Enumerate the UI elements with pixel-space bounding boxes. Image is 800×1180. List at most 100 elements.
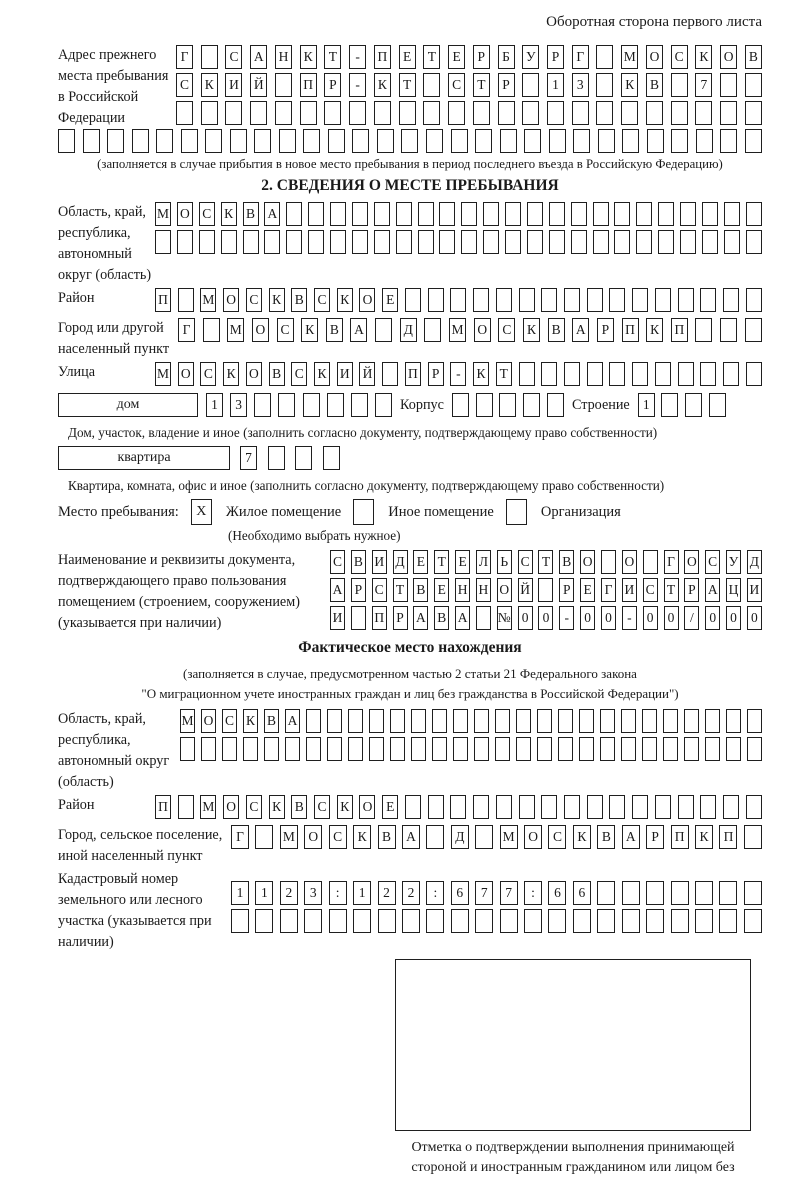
char-box[interactable] <box>376 129 394 153</box>
char-box[interactable] <box>461 230 478 254</box>
char-box[interactable] <box>654 288 671 312</box>
char-box[interactable]: К <box>373 73 391 97</box>
char-box[interactable]: К <box>299 45 317 69</box>
char-box[interactable]: 6 <box>450 881 469 905</box>
char-box[interactable] <box>299 101 317 125</box>
char-box[interactable]: Н <box>455 578 471 602</box>
char-box[interactable] <box>351 230 368 254</box>
char-box[interactable] <box>398 101 416 125</box>
char-box[interactable] <box>586 362 603 386</box>
char-box[interactable]: О <box>223 288 240 312</box>
char-box[interactable]: К <box>522 318 540 342</box>
char-box[interactable] <box>156 129 174 153</box>
char-box[interactable]: Й <box>250 73 268 97</box>
char-box[interactable] <box>684 709 699 733</box>
char-box[interactable]: С <box>291 362 308 386</box>
char-box[interactable]: 2 <box>377 881 396 905</box>
char-box[interactable] <box>322 446 340 470</box>
char-box[interactable]: О <box>580 550 596 574</box>
char-box[interactable] <box>670 909 689 933</box>
char-box[interactable] <box>308 230 325 254</box>
char-box[interactable] <box>176 230 193 254</box>
char-box[interactable] <box>404 288 421 312</box>
char-box[interactable] <box>579 709 594 733</box>
char-box[interactable] <box>432 737 447 761</box>
char-box[interactable] <box>722 288 739 312</box>
char-box[interactable]: Р <box>559 578 575 602</box>
char-box[interactable] <box>632 362 649 386</box>
char-box[interactable] <box>684 737 699 761</box>
char-box[interactable]: В <box>377 825 396 849</box>
char-box[interactable]: А <box>264 202 281 226</box>
char-box[interactable] <box>726 709 741 733</box>
char-box[interactable]: 2 <box>279 881 298 905</box>
char-box[interactable] <box>495 709 510 733</box>
char-box[interactable]: М <box>155 362 171 386</box>
char-box[interactable] <box>720 73 738 97</box>
char-box[interactable]: Г <box>231 825 249 849</box>
char-box[interactable]: С <box>314 288 331 312</box>
char-box[interactable] <box>242 230 259 254</box>
char-box[interactable] <box>411 737 426 761</box>
char-box[interactable]: 2 <box>401 881 420 905</box>
char-box[interactable]: О <box>720 45 738 69</box>
char-box[interactable] <box>427 288 444 312</box>
char-box[interactable] <box>663 709 678 733</box>
char-box[interactable] <box>723 230 740 254</box>
char-box[interactable]: Ц <box>726 578 742 602</box>
char-box[interactable]: К <box>243 709 258 733</box>
char-box[interactable]: О <box>359 795 376 819</box>
char-box[interactable] <box>475 129 493 153</box>
char-box[interactable] <box>350 606 366 630</box>
char-box[interactable]: К <box>223 362 240 386</box>
char-box[interactable] <box>451 393 469 417</box>
char-box[interactable] <box>745 362 762 386</box>
char-box[interactable] <box>646 129 664 153</box>
char-box[interactable]: Р <box>547 45 565 69</box>
char-box[interactable]: У <box>726 550 742 574</box>
char-box[interactable]: О <box>177 362 194 386</box>
char-box[interactable]: 3 <box>571 73 589 97</box>
char-box[interactable] <box>302 393 320 417</box>
char-box[interactable] <box>285 737 300 761</box>
char-box[interactable] <box>695 318 713 342</box>
char-box[interactable] <box>286 230 303 254</box>
char-box[interactable]: А <box>330 578 345 602</box>
char-box[interactable]: О <box>245 362 262 386</box>
char-box[interactable] <box>592 202 609 226</box>
char-box[interactable]: С <box>245 288 262 312</box>
char-box[interactable]: И <box>225 73 243 97</box>
char-box[interactable] <box>401 909 420 933</box>
char-box[interactable]: Е <box>448 45 466 69</box>
char-box[interactable]: О <box>176 202 193 226</box>
char-box[interactable] <box>177 288 194 312</box>
char-box[interactable]: М <box>279 825 298 849</box>
char-box[interactable] <box>744 73 762 97</box>
char-box[interactable]: 7 <box>695 73 713 97</box>
char-box[interactable] <box>180 129 198 153</box>
char-box[interactable] <box>597 909 616 933</box>
char-box[interactable]: П <box>719 825 738 849</box>
char-box[interactable]: Й <box>359 362 376 386</box>
char-box[interactable]: С <box>276 318 294 342</box>
char-box[interactable] <box>205 129 223 153</box>
char-box[interactable]: К <box>314 362 331 386</box>
char-box[interactable] <box>538 578 554 602</box>
char-box[interactable]: К <box>572 825 591 849</box>
char-box[interactable] <box>720 101 738 125</box>
char-box[interactable]: Е <box>413 550 429 574</box>
char-box[interactable]: С <box>245 795 262 819</box>
char-box[interactable]: П <box>670 825 689 849</box>
char-box[interactable] <box>745 202 762 226</box>
char-box[interactable]: Р <box>646 825 665 849</box>
char-box[interactable] <box>411 709 426 733</box>
char-box[interactable] <box>701 230 718 254</box>
char-box[interactable]: В <box>645 73 663 97</box>
char-box[interactable]: М <box>621 45 639 69</box>
char-box[interactable]: С <box>222 709 237 733</box>
char-box[interactable]: С <box>670 45 688 69</box>
char-box[interactable] <box>255 825 274 849</box>
char-box[interactable] <box>570 230 587 254</box>
char-box[interactable] <box>722 362 739 386</box>
char-box[interactable] <box>180 737 195 761</box>
